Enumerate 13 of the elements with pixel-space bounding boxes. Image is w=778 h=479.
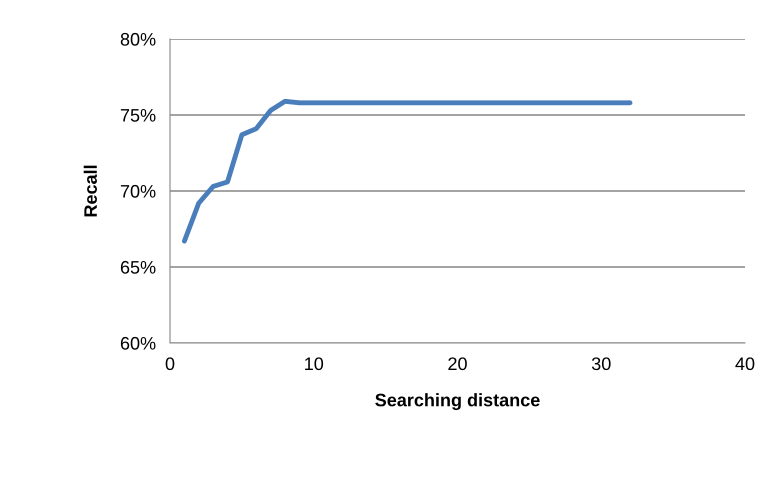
y-tick-label: 75% [120, 109, 156, 122]
line-series [182, 98, 632, 244]
x-tick-label: 10 [305, 357, 324, 370]
y-tick-label: 70% [120, 184, 156, 198]
x-tick-label: 40 [735, 357, 754, 370]
x-tick-label: 0 [166, 357, 174, 370]
y-axis-title: Recall [84, 166, 97, 216]
y-tick-label: 80% [120, 32, 156, 46]
y-tick-label: 60% [120, 336, 156, 350]
y-tick-label: 65% [120, 260, 156, 274]
x-axis-title: Searching distance [375, 393, 540, 410]
x-tick-label: 30 [592, 357, 611, 370]
x-tick-label: 20 [448, 357, 467, 370]
